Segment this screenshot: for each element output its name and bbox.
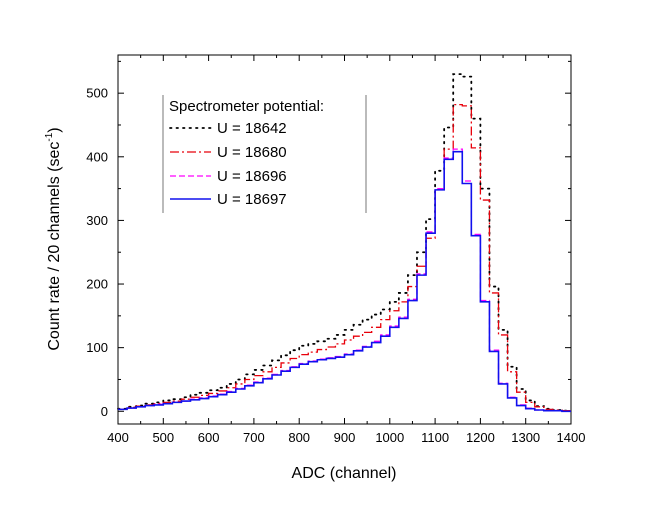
x-tick-label: 600 bbox=[198, 430, 220, 445]
legend-title: Spectrometer potential: bbox=[169, 98, 324, 115]
x-tick-label: 1200 bbox=[466, 430, 495, 445]
x-tick-label: 1000 bbox=[375, 430, 404, 445]
legend-label-2: U = 18696 bbox=[217, 168, 287, 185]
x-axis-title: ADC (channel) bbox=[292, 465, 397, 482]
series-line-2 bbox=[118, 148, 571, 412]
x-tick-label: 700 bbox=[243, 430, 265, 445]
legend-label-1: U = 18680 bbox=[217, 144, 287, 161]
axis-ticks: 400 500 600 700 800 900 1000 1100 1200 1300 1400 0 1… bbox=[86, 55, 585, 445]
y-tick-label: 300 bbox=[86, 213, 108, 228]
y-axis-title: Count rate / 20 channels (sec-1) bbox=[44, 127, 63, 350]
series-line-0 bbox=[117, 73, 572, 412]
series-layer bbox=[117, 73, 572, 413]
y-tick-label: 0 bbox=[101, 404, 108, 419]
y-axis-title-superscript: -1 bbox=[44, 132, 55, 141]
x-tick-label: 500 bbox=[152, 430, 174, 445]
x-tick-label: 1300 bbox=[511, 430, 540, 445]
legend: Spectrometer potential: U = 18642 U = 186… bbox=[162, 95, 367, 213]
y-axis-title-close: ) bbox=[46, 127, 63, 132]
series-line-1 bbox=[118, 103, 571, 412]
x-tick-label: 800 bbox=[288, 430, 310, 445]
legend-label-0: U = 18642 bbox=[217, 120, 287, 137]
legend-label-3: U = 18697 bbox=[217, 191, 287, 208]
x-tick-label: 900 bbox=[334, 430, 356, 445]
y-tick-label: 100 bbox=[86, 340, 108, 355]
y-axis-title-main: Count rate / 20 channels (sec bbox=[46, 142, 63, 351]
series-line-3 bbox=[118, 150, 571, 413]
x-tick-label: 1400 bbox=[557, 430, 586, 445]
x-tick-label: 400 bbox=[107, 430, 129, 445]
y-tick-label: 400 bbox=[86, 149, 108, 164]
x-tick-label: 1100 bbox=[421, 430, 449, 445]
y-tick-label: 200 bbox=[86, 277, 108, 292]
y-tick-label: 500 bbox=[86, 86, 108, 101]
